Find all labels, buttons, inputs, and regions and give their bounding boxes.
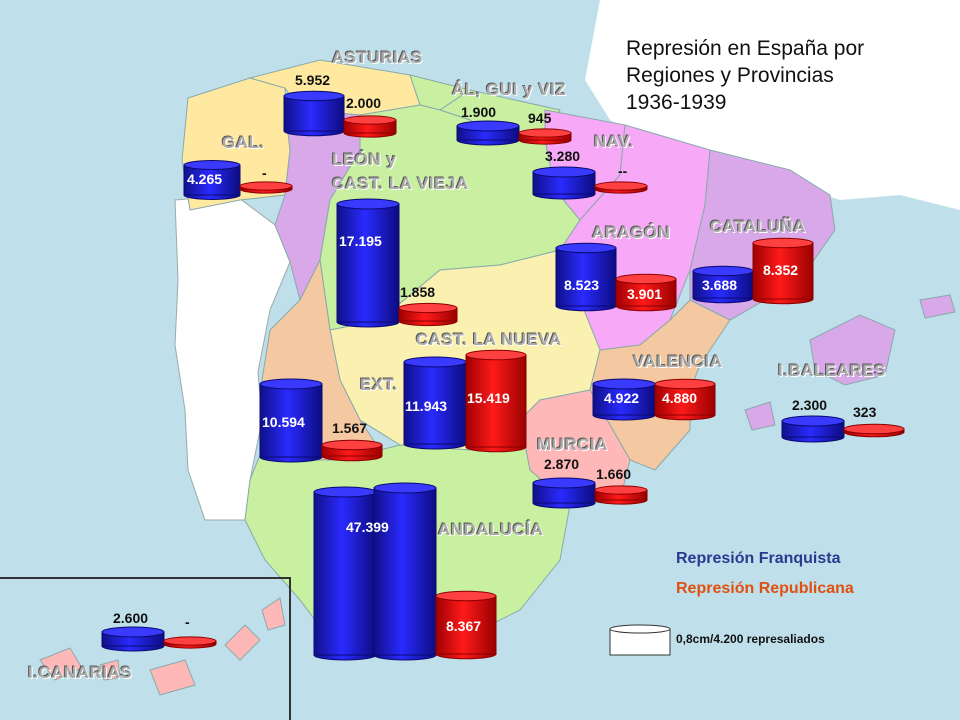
value-baleares-republicana: 323: [853, 404, 877, 420]
region-label-alava-guipuzcoa-vizcaya: ÁL, GUI y VIZ: [452, 80, 567, 99]
bar-leon-republicana: [398, 302, 458, 327]
island-canarias-4: [261, 597, 286, 631]
bar-extremadura-franquista: [259, 378, 323, 463]
bar-cast-nueva-republicana: [465, 349, 527, 453]
value-galicia-republicana: -: [262, 165, 267, 181]
region-label-galicia: GAL.: [222, 133, 265, 152]
region-label-leon: LEÓN y: [332, 150, 397, 169]
region-label-navarra: NAV.: [594, 132, 634, 151]
region-label-andalucia: ANDALUCÍA: [438, 520, 544, 539]
region-label-baleares: I.BALEARES: [778, 361, 886, 380]
bar-extremadura-republicana: [321, 439, 383, 462]
value-aragon-franquista: 8.523: [564, 277, 600, 293]
value-alava-republicana: 945: [528, 110, 552, 126]
value-leon-franquista: 17.195: [339, 233, 382, 249]
island-ibiza: [744, 401, 776, 431]
bars-layer: [101, 90, 905, 661]
title-line-2: Regiones y Provincias: [626, 64, 834, 87]
value-valencia-republicana: 4.880: [662, 390, 698, 406]
region-label-asturias: ASTURIAS: [332, 48, 423, 67]
region-label-murcia: MURCIA: [537, 435, 608, 454]
value-leon-republicana: 1.858: [400, 284, 436, 300]
bar-baleares-franquista: [781, 415, 845, 443]
value-galicia-franquista: 4.265: [187, 171, 223, 187]
value-navarra-republicana: --: [618, 163, 628, 179]
bar-valencia-republicana: [654, 378, 716, 421]
bar-navarra-franquista: [532, 166, 596, 200]
value-valencia-franquista: 4.922: [604, 390, 640, 406]
bar-asturias-republicana: [343, 115, 397, 138]
bar-aragon-franquista: [555, 242, 617, 312]
title-line-3: 1936-1939: [626, 91, 727, 114]
value-castilla-nueva-republicana: 15.419: [467, 390, 510, 406]
value-andalucia-republicana: 8.367: [446, 618, 482, 634]
scale-legend-symbol: [609, 624, 671, 656]
value-canarias-franquista: 2.600: [113, 610, 149, 626]
value-alava-franquista: 1.900: [461, 104, 497, 120]
island-menorca: [919, 294, 956, 319]
title-line-1: Represión en España por: [626, 37, 865, 60]
bar-aragon-republicana: [615, 273, 677, 312]
bar-canarias-republicana: [163, 636, 217, 649]
value-extremadura-franquista: 10.594: [262, 414, 305, 430]
island-canarias-2: [149, 659, 196, 696]
region-label-cataluna: CATALUÑA: [710, 217, 806, 236]
island-canarias-1: [39, 647, 83, 681]
value-murcia-republicana: 1.660: [596, 466, 632, 482]
value-murcia-franquista: 2.870: [544, 456, 580, 472]
island-canarias-5: [99, 659, 121, 681]
region-label-valencia: VALENCIA: [633, 352, 723, 371]
region-label-canarias: I.CANARIAS: [28, 663, 133, 682]
island-canarias-3: [224, 624, 261, 661]
bar-alava-republicana: [518, 128, 572, 145]
bar-asturias-franquista: [283, 90, 345, 137]
bar-murcia-franquista: [532, 477, 596, 509]
value-castilla-nueva-franquista: 11.943: [405, 398, 448, 414]
value-aragon-republicana: 3.901: [627, 286, 663, 302]
bar-galicia-republicana: [239, 181, 293, 194]
region-label-aragon: ARAGÓN: [592, 223, 671, 242]
bar-baleares-republicana: [843, 423, 905, 438]
bar-cataluna-republicana: [752, 237, 814, 305]
bar-galicia-franquista: [183, 160, 241, 200]
value-andalucia-franquista: 47.399: [346, 519, 389, 535]
value-extremadura-republicana: 1.567: [332, 420, 368, 436]
value-cataluna-republicana: 8.352: [763, 262, 799, 278]
legend-franquista: Represión Franquista: [676, 550, 841, 567]
legend-republicana: Represión Republicana: [676, 580, 854, 597]
legend-scale: 0,8cm/4.200 represaliados: [676, 632, 825, 646]
value-asturias-franquista: 5.952: [295, 72, 331, 88]
value-asturias-republicana: 2.000: [346, 95, 382, 111]
region-label-extremadura: EXT.: [360, 375, 398, 394]
bar-leon-franquista: [336, 198, 400, 328]
bar-canarias-franquista: [101, 626, 165, 652]
bar-murcia-republicana: [594, 485, 648, 505]
bar-andalucia-franquista-a: [313, 486, 377, 661]
france-land: [585, 0, 960, 210]
bar-alava-franquista: [456, 120, 520, 146]
value-baleares-franquista: 2.300: [792, 397, 828, 413]
region-label-castilla-nueva: CAST. LA NUEVA: [416, 330, 562, 349]
bar-navarra-republicana: [594, 181, 648, 194]
value-cataluna-franquista: 3.688: [702, 277, 738, 293]
bar-valencia-franquista: [592, 378, 656, 421]
value-canarias-republicana: -: [185, 614, 190, 630]
value-navarra-franquista: 3.280: [545, 148, 581, 164]
region-label-castilla-vieja: CAST. LA VIEJA: [332, 174, 469, 193]
bar-andalucia-franquista-b: [373, 482, 437, 661]
bar-andalucia-republicana: [435, 590, 497, 660]
canarias-inset-frame: [0, 577, 291, 720]
island-mallorca: [809, 314, 896, 386]
map-title: Represión en España por Regiones y Provi…: [626, 35, 864, 116]
